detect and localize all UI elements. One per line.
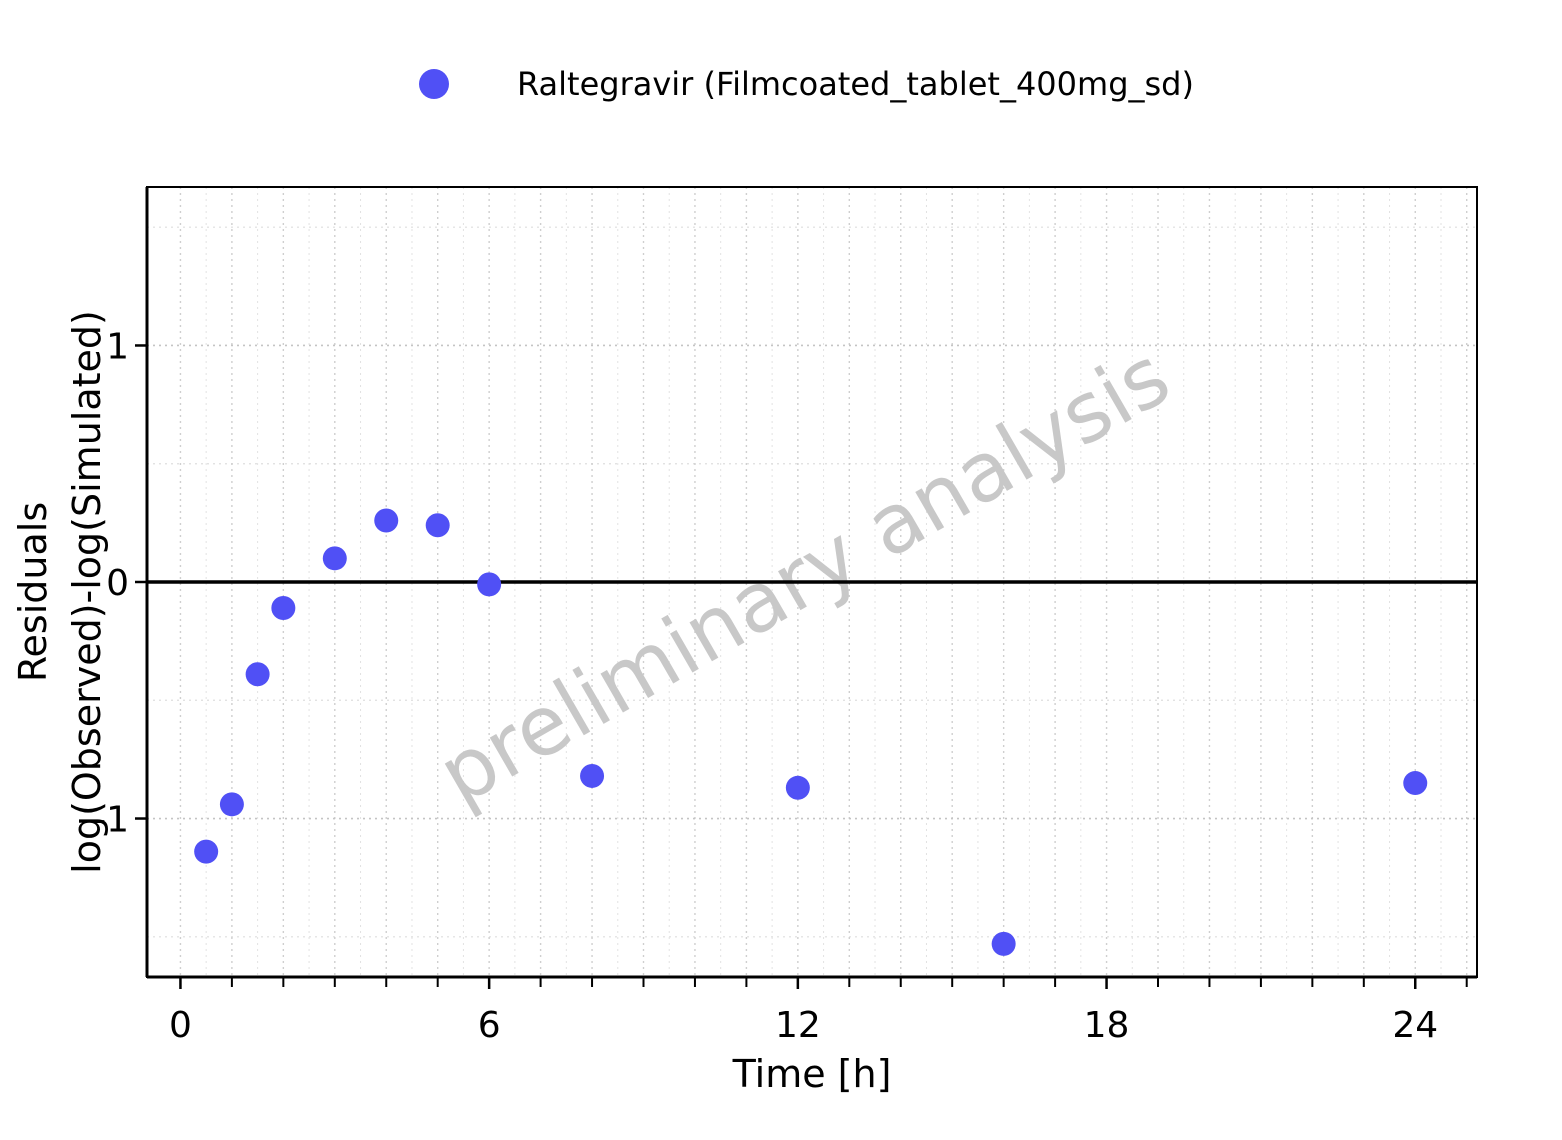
data-point — [271, 596, 296, 621]
data-points — [194, 508, 1428, 956]
legend: Raltegravir (Filmcoated_tablet_400mg_sd) — [419, 65, 1194, 103]
data-point — [1403, 771, 1428, 796]
data-point — [322, 546, 347, 571]
data-point — [425, 513, 450, 538]
y-axis: -1 0 1 — [93, 187, 149, 977]
y-tick-label: -1 — [93, 800, 129, 841]
x-tick-label: 18 — [1084, 1005, 1130, 1046]
x-axis: 0 6 12 18 24 — [147, 975, 1477, 1046]
data-point — [219, 792, 244, 817]
x-axis-title: Time [h] — [732, 1052, 892, 1096]
y-tick-label: 0 — [106, 563, 129, 604]
legend-label: Raltegravir (Filmcoated_tablet_400mg_sd) — [517, 65, 1194, 103]
y-axis-title-line2: log(Observed)-log(Simulated) — [65, 310, 109, 874]
data-point — [991, 931, 1016, 956]
x-tick-label: 24 — [1392, 1005, 1438, 1046]
legend-marker — [419, 69, 449, 99]
y-axis-title-line1: Residuals — [11, 502, 55, 682]
data-point — [374, 508, 399, 533]
y-tick-label: 1 — [106, 326, 129, 367]
x-tick-label: 0 — [169, 1005, 192, 1046]
data-point — [245, 662, 270, 687]
data-point — [194, 839, 219, 864]
x-tick-label: 6 — [478, 1005, 501, 1046]
data-point — [477, 572, 502, 597]
x-tick-label: 12 — [775, 1005, 821, 1046]
data-point — [580, 763, 605, 788]
data-point — [785, 775, 810, 800]
